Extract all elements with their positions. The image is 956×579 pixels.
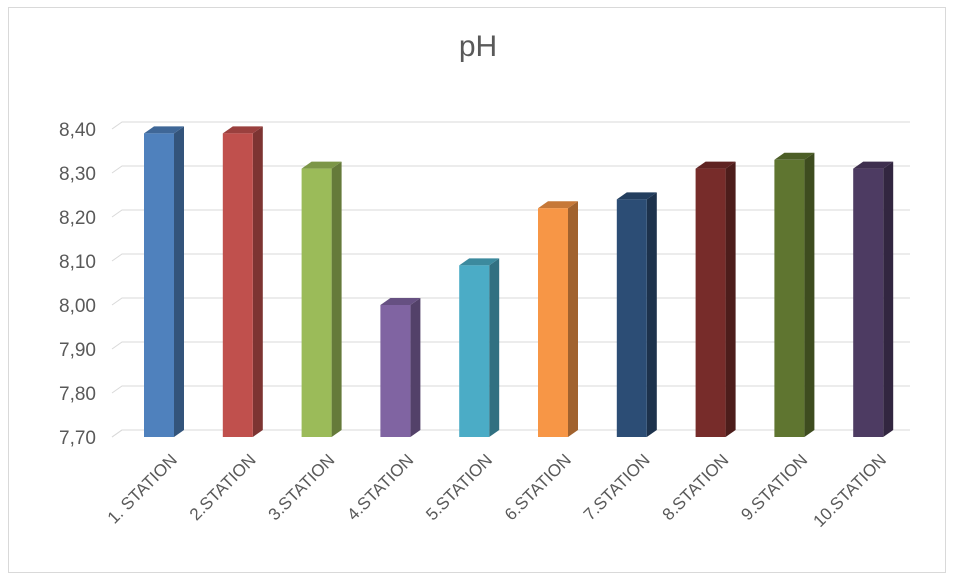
x-category-label: 10.STATION xyxy=(810,450,890,530)
x-category-label: 3.STATION xyxy=(265,450,339,524)
bar xyxy=(222,126,263,438)
gridline xyxy=(111,165,910,174)
x-axis-labels: 1. STATION 2.STATION 3.STATION 4.STATION 5.S… xyxy=(104,450,890,530)
y-tick-label: 7,90 xyxy=(59,340,96,361)
y-tick-label: 7,80 xyxy=(59,384,96,405)
bar xyxy=(616,192,657,437)
bar xyxy=(538,201,578,437)
y-tick-label: 8,30 xyxy=(59,164,96,185)
y-tick-label: 8,40 xyxy=(59,120,96,141)
gridline xyxy=(111,121,910,130)
x-category-label: 8.STATION xyxy=(659,450,733,524)
bar xyxy=(853,161,894,437)
x-category-label: 4.STATION xyxy=(343,450,417,524)
bar xyxy=(301,161,342,437)
x-category-label: 5.STATION xyxy=(422,450,496,524)
y-tick-label: 8,10 xyxy=(59,252,96,273)
bar xyxy=(459,258,500,437)
x-category-label: 2.STATION xyxy=(186,450,260,524)
x-category-label: 7.STATION xyxy=(580,450,654,524)
x-category-label: 6.STATION xyxy=(501,450,575,524)
bars xyxy=(144,126,894,438)
x-category-label: 9.STATION xyxy=(737,450,811,524)
y-tick-label: 8,00 xyxy=(59,296,96,317)
y-tick-label: 8,20 xyxy=(59,208,96,229)
bar xyxy=(380,298,421,437)
bar xyxy=(695,161,736,437)
x-category-label: 1. STATION xyxy=(104,450,181,527)
bar xyxy=(774,152,815,438)
y-tick-label: 7,70 xyxy=(59,428,96,449)
chart-title: pH xyxy=(458,30,498,63)
y-axis-ticks: 7,70 7,80 7,90 8,00 8,10 8,20 8,30 8,40 xyxy=(59,120,96,449)
bar xyxy=(144,126,184,438)
